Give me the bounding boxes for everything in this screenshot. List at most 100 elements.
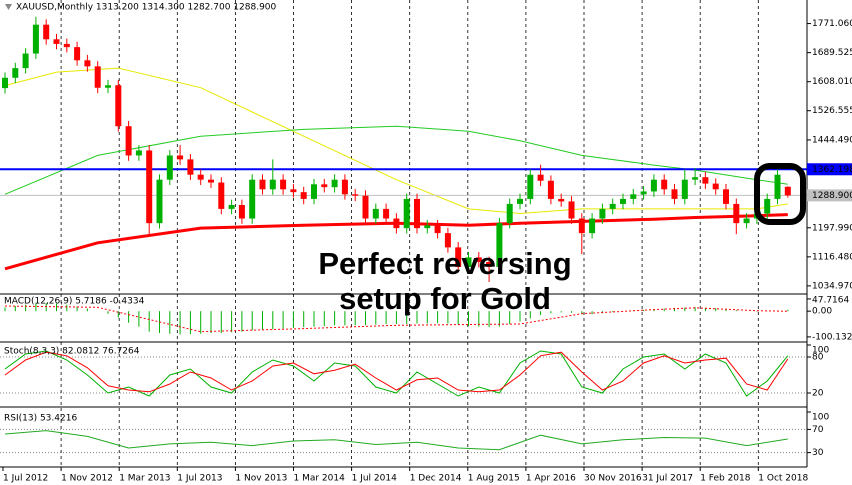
annotation: Perfect reversing bbox=[318, 246, 571, 281]
candle-body bbox=[105, 85, 111, 88]
candle-body bbox=[444, 233, 451, 248]
candle-body bbox=[187, 159, 194, 175]
candle-body bbox=[352, 194, 359, 196]
candle-body bbox=[115, 85, 122, 127]
candle-body bbox=[630, 194, 637, 199]
candle-body bbox=[43, 24, 50, 40]
candle-body bbox=[723, 189, 729, 204]
y-tick-label: 1116.480 bbox=[812, 252, 852, 262]
candle-body bbox=[547, 180, 554, 199]
candle-body bbox=[22, 53, 29, 69]
candle-body bbox=[177, 155, 184, 160]
candle-body bbox=[517, 198, 523, 204]
candle-body bbox=[218, 182, 225, 209]
candle-body bbox=[290, 189, 297, 193]
candle-body bbox=[733, 203, 740, 224]
y-tick-label: 80 bbox=[812, 353, 824, 363]
time-label: 1 Nov 2013 bbox=[235, 474, 287, 484]
time-label: 1 Jul 2014 bbox=[352, 474, 397, 484]
candle-body bbox=[414, 198, 420, 229]
candle-body bbox=[609, 203, 616, 209]
indicator-line bbox=[4, 350, 789, 397]
grid-layer bbox=[0, 0, 807, 467]
candle-body bbox=[712, 183, 719, 190]
indicator-line bbox=[4, 430, 788, 451]
time-label: 1 Nov 2012 bbox=[61, 474, 113, 484]
candle-body bbox=[475, 257, 482, 262]
candle-body bbox=[249, 179, 256, 219]
price-level-label: 1288.900 bbox=[812, 191, 852, 201]
time-label: 1 Jul 2013 bbox=[177, 474, 222, 484]
time-label: 1 Mar 2013 bbox=[119, 474, 170, 484]
candle-body bbox=[63, 43, 70, 48]
time-label: 1 Oct 2018 bbox=[758, 474, 808, 484]
candle-body bbox=[496, 223, 503, 267]
candle-body bbox=[784, 186, 791, 196]
candle-body bbox=[12, 68, 19, 78]
indicator-line bbox=[4, 305, 788, 333]
y-tick-label: 47.7164 bbox=[812, 296, 849, 306]
candle-body bbox=[692, 177, 699, 180]
candle-body bbox=[311, 184, 317, 199]
y-tick-label: 1034.970 bbox=[812, 281, 852, 291]
candle-body bbox=[661, 179, 668, 190]
y-tick-label: 30 bbox=[812, 448, 824, 458]
candle-body bbox=[578, 218, 585, 234]
y-tick-label: 100 bbox=[812, 413, 829, 423]
candle-body bbox=[259, 179, 266, 190]
candle-body bbox=[681, 179, 688, 199]
candle-body bbox=[774, 174, 781, 199]
candle-body bbox=[300, 192, 307, 199]
price-level-tag bbox=[807, 189, 852, 202]
price-level-label: 1362.198 bbox=[812, 165, 852, 175]
time-label: 1 Dec 2014 bbox=[410, 474, 462, 484]
symbol-icon bbox=[5, 4, 12, 10]
candle-body bbox=[53, 39, 60, 44]
candle-body bbox=[393, 218, 400, 229]
panel-title: RSI(13) 53.4216 bbox=[4, 414, 77, 424]
candle-body bbox=[269, 179, 276, 190]
indicator-line bbox=[4, 351, 789, 393]
y-tick-label: -100.1325 bbox=[812, 332, 852, 342]
candle-body bbox=[383, 208, 390, 219]
y-tick-label: 1526.555 bbox=[812, 106, 852, 116]
candle-body bbox=[135, 150, 142, 156]
time-label: 1 Apr 2016 bbox=[526, 474, 576, 484]
candle-body bbox=[702, 177, 709, 184]
y-tick-label: 1197.990 bbox=[812, 223, 852, 233]
y-tick-label: 1444.490 bbox=[812, 135, 852, 145]
candle-body bbox=[228, 204, 235, 209]
time-label: 1 Aug 2015 bbox=[468, 474, 520, 484]
highlight-circle bbox=[754, 163, 806, 225]
panel-title: Stoch(8,3,3) 82.0812 76.7264 bbox=[4, 347, 140, 357]
y-tick-label: 70 bbox=[812, 425, 824, 435]
candle-body bbox=[32, 24, 39, 54]
y-tick-label: 1771.060 bbox=[812, 19, 852, 29]
candle-body bbox=[197, 174, 204, 180]
candle-body bbox=[331, 179, 338, 188]
indicator-line bbox=[4, 67, 788, 215]
candle-body bbox=[640, 191, 647, 195]
time-label: 1 Feb 2018 bbox=[700, 474, 751, 484]
y-tick-label: 20 bbox=[812, 389, 824, 399]
price-level-tag bbox=[807, 163, 852, 176]
y-tick-label: 1689.525 bbox=[812, 48, 852, 58]
candle-body bbox=[94, 66, 101, 88]
candle-body bbox=[486, 261, 493, 267]
candle-body bbox=[589, 218, 596, 234]
candle-body bbox=[280, 179, 287, 190]
candle-body bbox=[403, 198, 410, 229]
candle-body bbox=[620, 198, 626, 204]
plot-layer bbox=[0, 16, 807, 451]
candle-body bbox=[208, 179, 214, 183]
candle-body bbox=[84, 60, 91, 67]
candle-body bbox=[238, 204, 245, 219]
y-tick-label: 100 bbox=[812, 346, 829, 356]
candle-body bbox=[156, 179, 163, 224]
annotation: setup for Gold bbox=[339, 281, 551, 316]
candle-body bbox=[671, 189, 678, 199]
